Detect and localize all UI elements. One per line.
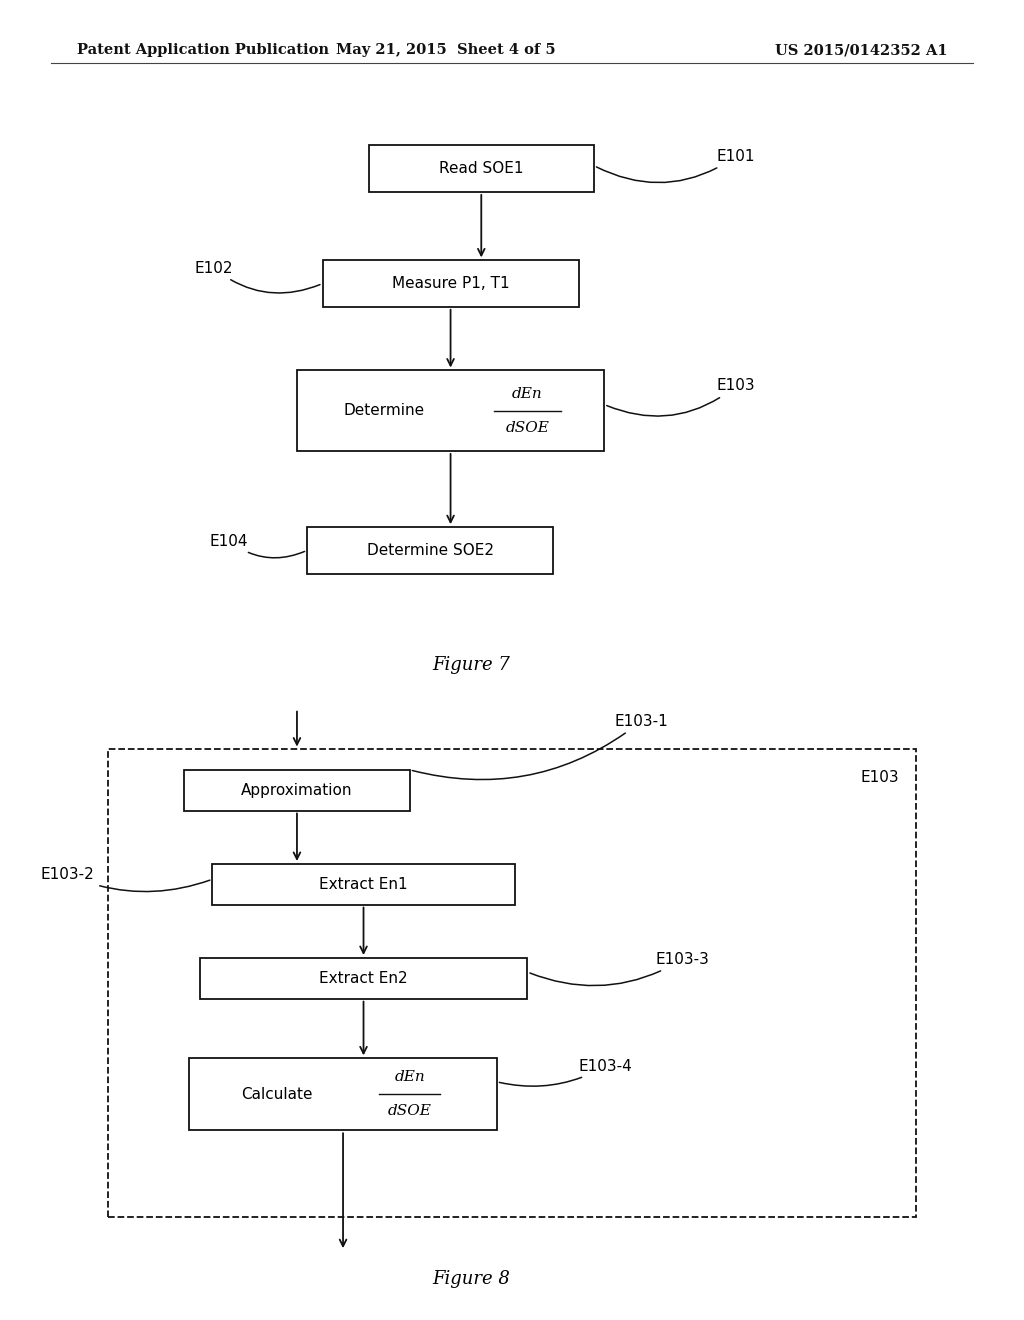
- Text: E103: E103: [860, 770, 899, 785]
- Text: E103: E103: [607, 379, 756, 416]
- Text: dSOE: dSOE: [506, 421, 549, 434]
- Text: US 2015/0142352 A1: US 2015/0142352 A1: [774, 44, 947, 57]
- Text: E103-1: E103-1: [413, 714, 668, 780]
- Text: Measure P1, T1: Measure P1, T1: [392, 276, 509, 290]
- Text: E103-2: E103-2: [41, 867, 210, 891]
- Text: Figure 8: Figure 8: [432, 1270, 510, 1288]
- Bar: [108, 750, 916, 1217]
- Text: Approximation: Approximation: [242, 783, 352, 797]
- Bar: [307, 527, 553, 574]
- Text: Read SOE1: Read SOE1: [439, 161, 523, 177]
- Text: dSOE: dSOE: [388, 1105, 431, 1118]
- Text: Figure 7: Figure 7: [432, 656, 510, 675]
- Text: Calculate: Calculate: [241, 1086, 312, 1102]
- Bar: [369, 145, 594, 191]
- Text: dEn: dEn: [394, 1071, 425, 1084]
- Text: E102: E102: [195, 260, 319, 293]
- Text: E103-4: E103-4: [500, 1059, 632, 1086]
- Text: Determine SOE2: Determine SOE2: [367, 543, 494, 558]
- Text: E103-3: E103-3: [530, 952, 710, 986]
- Text: Determine: Determine: [343, 403, 425, 418]
- Text: Extract En2: Extract En2: [319, 970, 408, 986]
- Text: Extract En1: Extract En1: [319, 876, 408, 892]
- Bar: [200, 958, 527, 999]
- Bar: [323, 260, 579, 306]
- Bar: [189, 1059, 497, 1130]
- Text: E104: E104: [210, 533, 305, 558]
- Text: Patent Application Publication: Patent Application Publication: [77, 44, 329, 57]
- Text: E101: E101: [596, 149, 756, 182]
- Text: May 21, 2015  Sheet 4 of 5: May 21, 2015 Sheet 4 of 5: [336, 44, 555, 57]
- Text: dEn: dEn: [512, 387, 543, 401]
- Bar: [184, 770, 410, 810]
- Bar: [213, 863, 514, 904]
- Bar: [297, 371, 604, 451]
